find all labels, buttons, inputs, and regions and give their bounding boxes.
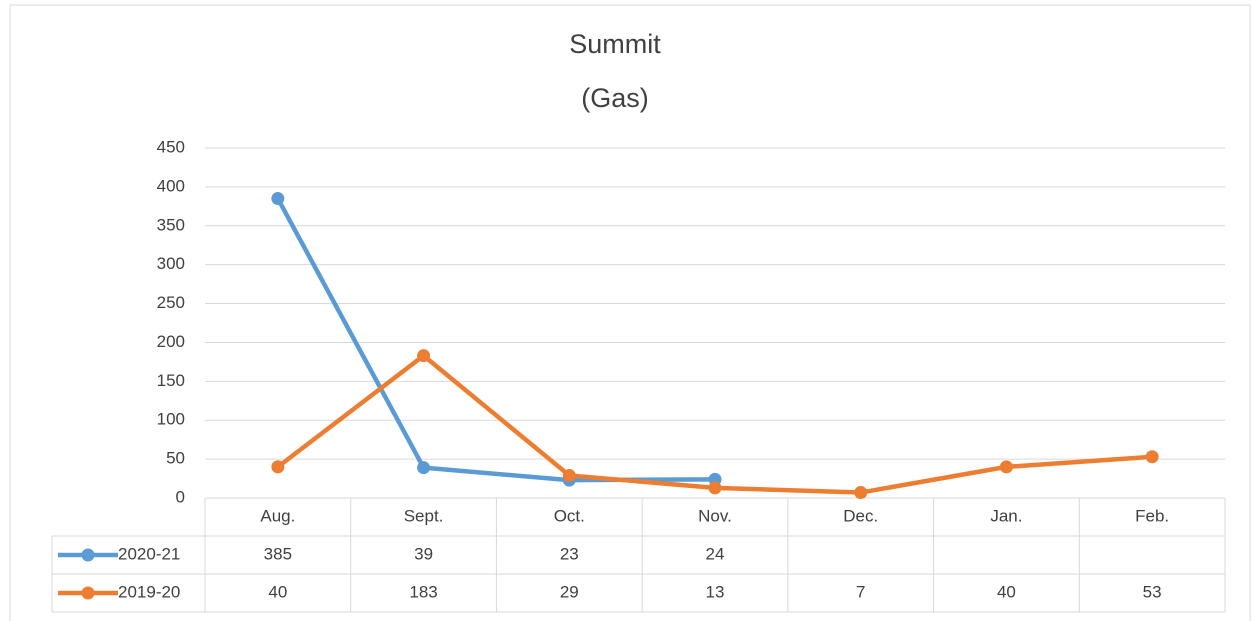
table-value: 40 xyxy=(268,582,287,601)
data-point xyxy=(417,349,431,363)
x-tick-label: Dec. xyxy=(843,506,878,525)
y-tick-label: 150 xyxy=(157,371,185,390)
data-point xyxy=(271,192,285,206)
y-tick-label: 400 xyxy=(157,176,185,195)
y-tick-label: 250 xyxy=(157,293,185,312)
table-value: 7 xyxy=(856,582,865,601)
data-point xyxy=(271,460,285,474)
chart-title: Summit xyxy=(569,29,661,59)
table-value: 183 xyxy=(409,582,437,601)
table-value: 29 xyxy=(560,582,579,601)
x-tick-label: Oct. xyxy=(554,506,585,525)
x-tick-label: Sept. xyxy=(404,506,444,525)
table-value: 39 xyxy=(414,544,433,563)
data-point xyxy=(854,486,868,500)
legend-key-marker xyxy=(81,548,95,562)
y-tick-label: 300 xyxy=(157,254,185,273)
x-tick-label: Nov. xyxy=(698,506,732,525)
data-point xyxy=(708,481,722,495)
legend-label: 2020-21 xyxy=(118,544,180,563)
x-tick-label: Feb. xyxy=(1135,506,1169,525)
legend-key-marker xyxy=(81,586,95,600)
table-value: 13 xyxy=(706,582,725,601)
x-tick-label: Aug. xyxy=(260,506,295,525)
y-tick-label: 100 xyxy=(157,410,185,429)
table-value: 40 xyxy=(997,582,1016,601)
y-tick-label: 0 xyxy=(176,487,185,506)
data-point xyxy=(999,460,1013,474)
data-point xyxy=(1145,450,1159,464)
data-point xyxy=(417,461,431,475)
table-value: 24 xyxy=(706,544,725,563)
y-tick-label: 200 xyxy=(157,332,185,351)
y-tick-label: 450 xyxy=(157,137,185,156)
chart-frame xyxy=(9,4,1251,621)
table-value: 53 xyxy=(1143,582,1162,601)
data-point xyxy=(562,468,576,482)
y-tick-label: 350 xyxy=(157,215,185,234)
y-tick-label: 50 xyxy=(166,449,185,468)
table-value: 23 xyxy=(560,544,579,563)
chart-subtitle: (Gas) xyxy=(581,83,649,113)
x-tick-label: Jan. xyxy=(990,506,1022,525)
table-value: 385 xyxy=(264,544,292,563)
legend-label: 2019-20 xyxy=(118,582,180,601)
